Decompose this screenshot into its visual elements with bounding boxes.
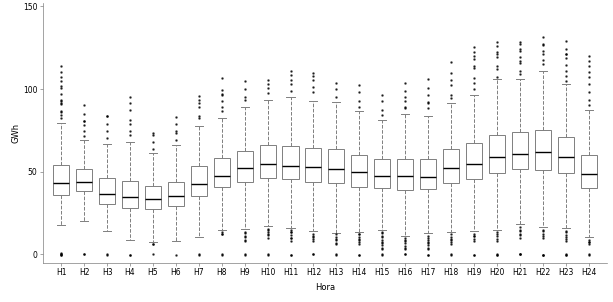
PathPatch shape (214, 158, 230, 187)
PathPatch shape (329, 149, 345, 183)
PathPatch shape (558, 137, 574, 173)
PathPatch shape (374, 159, 390, 188)
PathPatch shape (122, 181, 138, 207)
PathPatch shape (489, 135, 505, 173)
PathPatch shape (466, 143, 482, 179)
PathPatch shape (581, 155, 596, 188)
PathPatch shape (443, 149, 459, 183)
PathPatch shape (237, 151, 253, 182)
X-axis label: Hora: Hora (315, 283, 335, 292)
PathPatch shape (168, 182, 184, 206)
PathPatch shape (145, 186, 161, 209)
PathPatch shape (305, 148, 321, 182)
PathPatch shape (351, 155, 367, 187)
PathPatch shape (283, 146, 299, 179)
PathPatch shape (191, 166, 207, 196)
PathPatch shape (397, 159, 413, 190)
PathPatch shape (420, 159, 436, 189)
PathPatch shape (53, 165, 69, 194)
PathPatch shape (99, 178, 115, 204)
PathPatch shape (512, 132, 528, 169)
Y-axis label: GWh: GWh (11, 123, 20, 143)
PathPatch shape (76, 169, 92, 191)
PathPatch shape (259, 145, 276, 178)
PathPatch shape (535, 130, 550, 170)
